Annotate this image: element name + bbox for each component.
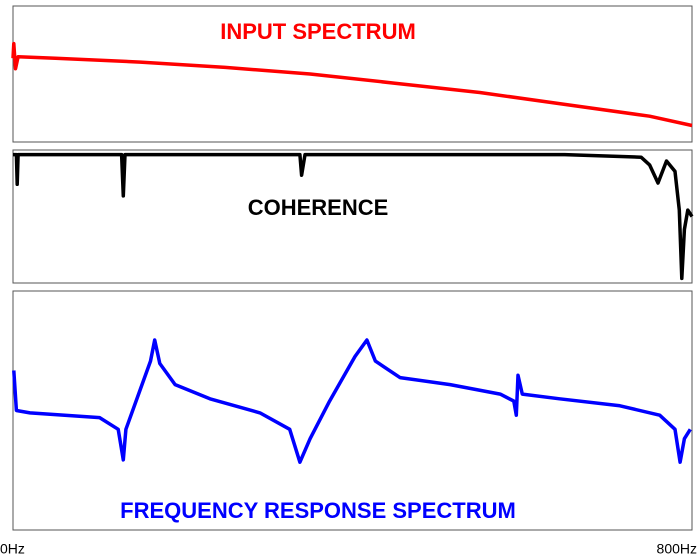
series-line [11, 41, 693, 128]
panel-frame [12, 5, 693, 143]
x-tick-label: 800Hz [657, 541, 697, 557]
chart-title: INPUT SPECTRUM [220, 19, 416, 44]
chart-title: FREQUENCY RESPONSE SPECTRUM [120, 498, 516, 523]
series-line [12, 338, 692, 464]
panel-frame [12, 290, 693, 531]
x-tick-label: 0Hz [0, 541, 25, 557]
chart-title: COHERENCE [248, 195, 389, 220]
series-line [13, 152, 694, 281]
